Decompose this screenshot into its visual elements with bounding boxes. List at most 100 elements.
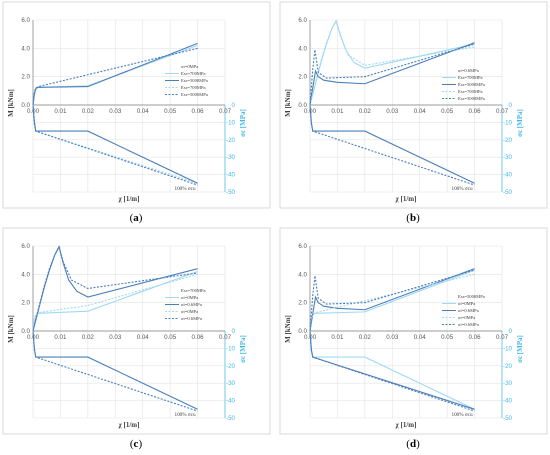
x-tick-label: 0.04 (414, 108, 427, 115)
panel-c: 0.02.04.06.00.00 0.01 0.02 0.03 0.04 0.05 0.06… (2, 227, 271, 435)
panel-label: (a) (130, 212, 143, 224)
series-line-6 (309, 331, 475, 412)
x-tick-label: 0.02 (82, 108, 95, 115)
panel-d: 0.02.04.06.00.00 0.01 0.02 0.03 0.04 0.05 0.06… (279, 227, 548, 435)
y-right-tick-label: -30 (503, 380, 513, 387)
y-right-tick-label: 0 (232, 102, 236, 109)
x-tick-label: 0.03 (386, 108, 399, 115)
y-right-tick-label: -50 (226, 189, 236, 196)
y-right-tick-label: -40 (226, 172, 236, 179)
y-tick-label: 6.0 (21, 243, 30, 250)
x-tick-label: 0.07 (219, 334, 232, 341)
x-axis-label: χ [1/m] (118, 421, 140, 429)
x-tick-label: 0.04 (137, 108, 150, 115)
legend-entry: Ess=700MPa (458, 89, 483, 94)
y-right-tick-label: -20 (226, 363, 236, 370)
annotation-100pct: 100% σcu (451, 186, 472, 192)
y-axis-label: M [kNm] (7, 89, 15, 117)
x-tick-label: 0.03 (109, 108, 122, 115)
x-tick-label: 0.02 (82, 334, 95, 341)
y-right-tick-label: -30 (226, 380, 236, 387)
legend: σt=0MPa Ess=700MPa Ess=5000MPa Ess=700MPa Es… (165, 64, 208, 97)
y-right-tick-label: -20 (226, 137, 236, 144)
y-right-tick-label: -30 (226, 154, 236, 161)
y-right-tick-label: 0 (509, 328, 513, 335)
legend-entry: σt=0.6MPa (458, 322, 479, 327)
series-line-1 (309, 42, 475, 106)
y-right-tick-label: -20 (503, 137, 513, 144)
y-right-tick-label: -50 (226, 415, 236, 422)
series-line-3 (32, 47, 198, 106)
y-right-tick-label: -30 (503, 154, 513, 161)
y-right-axis-label: σc [MPa] (516, 335, 524, 363)
y-tick-label: 4.0 (21, 45, 30, 52)
legend-title: Ess=5000MPa (458, 294, 485, 299)
legend: Ess=5000MPa σt=0MPa σt=0.6MPa σt=0MPa σt=0.6… (442, 294, 485, 327)
y-tick-label: 0.0 (21, 102, 30, 109)
y-right-tick-label: -20 (503, 363, 513, 370)
y-tick-label: 2.0 (21, 300, 30, 307)
x-axis-label: χ [1/m] (395, 195, 417, 203)
y-right-axis-label: σc [MPa] (239, 335, 247, 363)
series-line-3 (309, 269, 475, 332)
panel-b: 0.02.04.06.00.00 0.01 0.02 0.03 0.04 0.05 0.06… (279, 1, 548, 209)
y-axis-label: M [kNm] (7, 315, 15, 343)
series-line-3 (309, 43, 475, 106)
x-tick-label: 0.03 (386, 334, 399, 341)
annotation-100pct: 100% σcu (451, 412, 472, 418)
legend-title: σt=0MPa (181, 64, 198, 69)
x-tick-label: 0.07 (496, 334, 509, 341)
series-line-5 (32, 331, 198, 412)
y-right-tick-label: -40 (503, 398, 513, 405)
x-tick-label: 0.01 (54, 334, 67, 341)
legend: Ess=700MPa σt=0MPa σt=0.6MPa σt=0MPa σt=0.6M… (165, 288, 206, 321)
x-tick-label: 0.04 (137, 334, 150, 341)
x-tick-label: 0.07 (496, 108, 509, 115)
legend-entry: σt=0MPa (181, 309, 198, 314)
x-tick-label: 0.05 (441, 108, 454, 115)
x-tick-label: 0.02 (359, 108, 372, 115)
y-tick-label: 0.0 (21, 328, 30, 335)
x-axis-label: χ [1/m] (118, 195, 140, 203)
annotation-100pct: 100% σcu (174, 412, 195, 418)
legend-entry: σt=0MPa (181, 295, 198, 300)
panel-label: (b) (406, 212, 420, 224)
y-right-tick-label: -50 (503, 189, 513, 196)
y-right-axis-label: σc [MPa] (239, 109, 247, 137)
y-tick-label: 0.0 (298, 102, 307, 109)
legend-entry: Ess=700MPa (181, 85, 206, 90)
y-tick-label: 4.0 (298, 45, 307, 52)
x-tick-label: 0.03 (109, 334, 122, 341)
series-line-2 (309, 20, 475, 106)
y-tick-label: 4.0 (21, 271, 30, 278)
y-right-tick-label: -10 (503, 119, 513, 126)
x-tick-label: 0.01 (331, 108, 344, 115)
x-tick-label: 0.01 (331, 334, 344, 341)
y-tick-label: 6.0 (21, 17, 30, 24)
y-axis-label: M [kNm] (284, 315, 292, 343)
x-tick-label: 0.02 (359, 334, 372, 341)
y-tick-label: 2.0 (298, 74, 307, 81)
x-tick-label: 0.04 (414, 334, 427, 341)
legend-entry: σt=0MPa (458, 315, 475, 320)
x-tick-label: 0.05 (164, 108, 177, 115)
panel-label: (c) (130, 438, 143, 450)
panel-label: (d) (406, 438, 420, 450)
legend-entry: Ess=5000MPa (181, 78, 208, 83)
x-tick-label: 0.06 (192, 334, 205, 341)
legend-entry: σt=0MPa (458, 301, 475, 306)
annotation-100pct: 100% σcu (174, 186, 195, 192)
y-tick-label: 6.0 (298, 17, 307, 24)
y-right-tick-label: -50 (503, 415, 513, 422)
legend-entry: σt=0.6MPa (181, 316, 202, 321)
y-tick-label: 0.0 (298, 328, 307, 335)
series-line-5 (32, 105, 198, 186)
y-tick-label: 2.0 (298, 300, 307, 307)
y-tick-label: 6.0 (298, 243, 307, 250)
x-axis-label: χ [1/m] (395, 421, 417, 429)
legend-entry: Ess=5000MPa (458, 82, 485, 87)
y-right-tick-label: -10 (503, 345, 513, 352)
series-line-5 (309, 105, 475, 186)
x-tick-label: 0.01 (54, 108, 67, 115)
